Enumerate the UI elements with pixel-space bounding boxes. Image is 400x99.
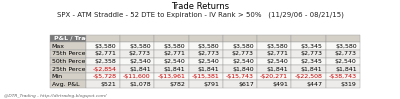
Text: SPX - ATM Straddle - 52 DTE to Expiration - IV Rank > 50%   (11/29/06 - 08/21/15: SPX - ATM Straddle - 52 DTE to Expiratio… (56, 12, 344, 18)
Text: Trade Returns: Trade Returns (171, 2, 229, 11)
Text: @DTR_Trading - http://dtrtradng.blogspot.com/: @DTR_Trading - http://dtrtradng.blogspot… (4, 94, 106, 98)
